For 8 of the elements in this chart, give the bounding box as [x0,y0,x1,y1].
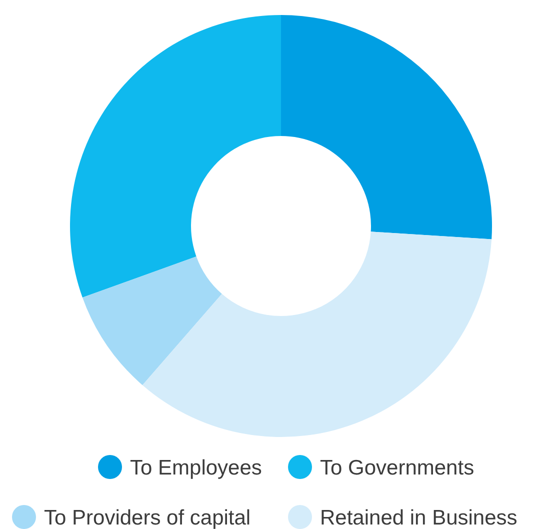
legend-label: To Governments [320,456,474,480]
legend-label: To Employees [130,456,262,480]
donut-slice [70,15,281,298]
donut-slice [281,15,492,240]
legend-label: Retained in Business [320,506,518,529]
donut-slice [82,256,222,386]
legend-label: To Providers of capital [44,506,251,529]
donut-slice [142,232,492,437]
